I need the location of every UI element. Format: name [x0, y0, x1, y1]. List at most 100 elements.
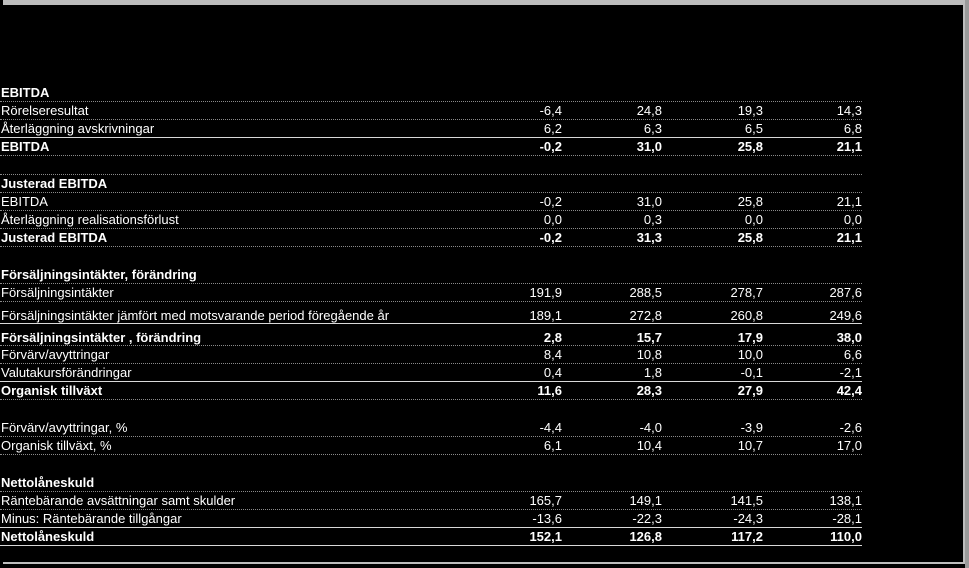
value-cell: 31,0 — [636, 194, 662, 209]
row-label: Försäljningsintäkter jämfört med motsvar… — [1, 308, 390, 323]
value-cell: 6,5 — [744, 121, 763, 136]
table-row: Förvärv/avyttringar, % -4,4 -4,0 -3,9 -2,6 — [0, 419, 862, 437]
value-cell: 21,1 — [836, 230, 862, 245]
value-cell: -4,0 — [639, 420, 662, 435]
value-cell: 138,1 — [829, 493, 862, 508]
table-row: Försäljningsintäkter , förändring 2,8 15,7… — [0, 324, 862, 346]
value-cell: 25,8 — [737, 194, 763, 209]
table-row: EBITDA — [0, 84, 862, 102]
value-cell: -3,9 — [740, 420, 763, 435]
value-cell: 6,8 — [843, 121, 862, 136]
value-cell: -0,2 — [539, 230, 562, 245]
value-cell: 278,7 — [730, 285, 763, 300]
value-cell: 31,0 — [636, 139, 662, 154]
row-label: Rörelseresultat — [1, 103, 89, 118]
value-cell: 10,8 — [636, 347, 662, 362]
value-cell: 24,8 — [636, 103, 662, 118]
value-cell: 10,7 — [737, 438, 763, 453]
row-label: Justerad EBITDA — [1, 176, 108, 191]
row-label: Minus: Räntebärande tillgångar — [1, 511, 182, 526]
row-label: Valutakursförändringar — [1, 365, 132, 380]
row-label: EBITDA — [1, 139, 50, 154]
value-cell: 6,1 — [543, 438, 562, 453]
value-cell: 117,2 — [731, 529, 763, 544]
value-cell: 21,1 — [836, 139, 862, 154]
value-cell: -2,1 — [839, 365, 862, 380]
value-cell: 38,0 — [836, 330, 862, 345]
value-cell: 17,9 — [737, 330, 763, 345]
row-label: Förvärv/avyttringar, % — [1, 420, 128, 435]
value-cell: -6,4 — [539, 103, 562, 118]
value-cell: 126,8 — [629, 529, 662, 544]
row-label: Återläggning avskrivningar — [1, 121, 155, 136]
value-cell: 1,8 — [643, 365, 662, 380]
table-row: Justerad EBITDA — [0, 175, 862, 193]
value-cell: -0,2 — [539, 139, 562, 154]
row-label: EBITDA — [1, 85, 50, 100]
spacer-row — [0, 156, 862, 175]
value-cell: 31,3 — [636, 230, 662, 245]
table-row: Justerad EBITDA -0,2 31,3 25,8 21,1 — [0, 229, 862, 247]
table-row: Organisk tillväxt 11,6 28,3 27,9 42,4 — [0, 382, 862, 400]
value-cell: 287,6 — [829, 285, 862, 300]
value-cell: 6,2 — [543, 121, 562, 136]
value-cell: 249,6 — [829, 308, 862, 323]
table-row: Förvärv/avyttringar 8,4 10,8 10,0 6,6 — [0, 346, 862, 364]
value-cell: 152,1 — [529, 529, 562, 544]
value-cell: 149,1 — [629, 493, 662, 508]
row-label: Räntebärande avsättningar samt skulder — [1, 493, 236, 508]
table-row: EBITDA -0,2 31,0 25,8 21,1 — [0, 138, 862, 156]
value-cell: 6,3 — [643, 121, 662, 136]
value-cell: 42,4 — [836, 383, 862, 398]
value-cell: 8,4 — [543, 347, 562, 362]
value-cell: 141,5 — [730, 493, 763, 508]
row-label: Försäljningsintäkter — [1, 285, 114, 300]
table-row: Nettolåneskuld — [0, 474, 862, 492]
row-label: Organisk tillväxt, % — [1, 438, 112, 453]
value-cell: 0,0 — [744, 212, 763, 227]
row-label: Nettolåneskuld — [1, 475, 95, 490]
table-row: Försäljningsintäkter, förändring — [0, 266, 862, 284]
value-cell: 110,0 — [830, 529, 862, 544]
table-row: Försäljningsintäkter jämfört med motsvar… — [0, 302, 862, 324]
row-label: Organisk tillväxt — [1, 383, 103, 398]
value-cell: 25,8 — [737, 139, 763, 154]
value-cell: 272,8 — [629, 308, 662, 323]
value-cell: -2,6 — [839, 420, 862, 435]
row-label: Justerad EBITDA — [1, 230, 108, 245]
value-cell: 165,7 — [529, 493, 562, 508]
value-cell: 189,1 — [529, 308, 562, 323]
value-cell: 27,9 — [737, 383, 763, 398]
value-cell: -0,2 — [539, 194, 562, 209]
table-row: Räntebärande avsättningar samt skulder 16… — [0, 492, 862, 510]
value-cell: 14,3 — [836, 103, 862, 118]
row-label: Försäljningsintäkter, förändring — [1, 267, 197, 282]
row-label: Förvärv/avyttringar — [1, 347, 110, 362]
value-cell: 260,8 — [730, 308, 763, 323]
table-row: Återläggning avskrivningar 6,2 6,3 6,5 6,8 — [0, 120, 862, 138]
value-cell: 10,0 — [737, 347, 763, 362]
table-row: Återläggning realisationsförlust 0,0 0,3 0,… — [0, 211, 862, 229]
value-cell: 25,8 — [737, 230, 763, 245]
right-edge-strip — [965, 0, 969, 568]
spacer-row — [0, 400, 862, 419]
value-cell: 19,3 — [737, 103, 763, 118]
row-label: Nettolåneskuld — [1, 529, 95, 544]
value-cell: 17,0 — [836, 438, 862, 453]
value-cell: 288,5 — [629, 285, 662, 300]
value-cell: -28,1 — [832, 511, 862, 526]
value-cell: 0,0 — [543, 212, 562, 227]
value-cell: -24,3 — [733, 511, 763, 526]
value-cell: 0,0 — [843, 212, 862, 227]
financial-table: EBITDA Rörelseresultat -6,4 24,8 19,3 14,3 Åte… — [0, 84, 862, 546]
table-row: EBITDA -0,2 31,0 25,8 21,1 — [0, 193, 862, 211]
value-cell: -22,3 — [632, 511, 662, 526]
value-cell: 10,4 — [636, 438, 662, 453]
frame-edge — [0, 0, 3, 568]
table-row: Rörelseresultat -6,4 24,8 19,3 14,3 — [0, 102, 862, 120]
table-row: Minus: Räntebärande tillgångar -13,6 -22,3… — [0, 510, 862, 528]
spacer-row — [0, 455, 862, 474]
value-cell: 6,6 — [843, 347, 862, 362]
value-cell: 191,9 — [529, 285, 562, 300]
value-cell: -4,4 — [539, 420, 562, 435]
